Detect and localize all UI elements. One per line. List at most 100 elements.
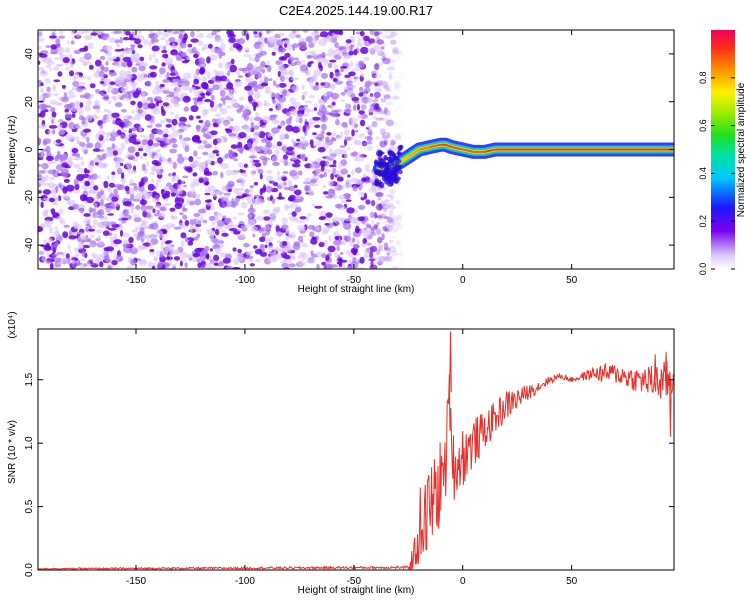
noise-speckle	[198, 178, 204, 184]
noise-speckle	[247, 95, 253, 102]
noise-speckle	[309, 231, 315, 237]
noise-speckle	[99, 55, 106, 61]
noise-speckle	[383, 242, 389, 250]
noise-speckle	[344, 152, 348, 160]
noise-speckle	[203, 171, 213, 176]
noise-speckle	[315, 169, 321, 174]
noise-speckle	[177, 153, 183, 158]
noise-speckle	[153, 255, 158, 262]
noise-speckle	[254, 248, 263, 255]
noise-speckle	[214, 212, 223, 217]
noise-speckle	[389, 209, 394, 216]
noise-speckle	[123, 30, 127, 35]
noise-speckle	[258, 227, 263, 233]
noise-speckle	[315, 251, 322, 258]
noise-speckle	[312, 116, 321, 121]
noise-speckle	[319, 115, 328, 123]
noise-speckle	[232, 247, 237, 252]
noise-speckle	[107, 146, 114, 151]
noise-speckle	[53, 257, 62, 263]
noise-speckle	[268, 108, 273, 112]
noise-speckle	[140, 72, 149, 80]
noise-speckle	[177, 189, 183, 195]
noise-speckle	[257, 122, 261, 126]
noise-speckle	[49, 197, 55, 203]
noise-speckle	[54, 234, 60, 238]
noise-speckle	[296, 113, 304, 118]
x-tick-label: -100	[235, 576, 255, 587]
noise-speckle	[111, 112, 120, 118]
noise-speckle	[364, 250, 369, 255]
noise-speckle	[204, 144, 212, 149]
noise-speckle	[389, 214, 398, 219]
noise-speckle	[206, 254, 210, 260]
noise-speckle	[47, 92, 53, 98]
noise-speckle	[124, 121, 129, 128]
noise-speckle	[53, 92, 59, 97]
noise-speckle	[291, 163, 301, 168]
noise-speckle	[387, 220, 394, 224]
noise-speckle	[372, 99, 379, 103]
noise-speckle	[284, 43, 288, 48]
noise-speckle	[249, 146, 256, 153]
noise-speckle	[182, 207, 188, 212]
noise-speckle	[193, 236, 198, 241]
noise-speckle	[122, 201, 132, 207]
noise-speckle	[71, 153, 79, 157]
noise-speckle	[197, 145, 206, 150]
noise-speckle	[305, 216, 309, 222]
noise-speckle	[325, 195, 334, 199]
noise-speckle	[278, 47, 286, 53]
noise-speckle	[102, 162, 107, 169]
noise-speckle	[396, 237, 401, 245]
noise-speckle	[316, 263, 320, 269]
noise-speckle	[79, 102, 84, 108]
ridge-onset-speckle	[390, 167, 396, 174]
noise-speckle	[397, 53, 404, 58]
noise-speckle	[322, 184, 327, 189]
noise-speckle-layer	[38, 30, 405, 269]
noise-speckle	[378, 203, 382, 210]
noise-speckle	[266, 65, 272, 73]
noise-speckle	[279, 182, 284, 187]
noise-speckle	[390, 226, 394, 231]
noise-speckle	[376, 232, 385, 236]
noise-speckle	[284, 52, 291, 58]
noise-speckle	[179, 94, 184, 99]
noise-speckle	[135, 151, 140, 157]
noise-speckle	[192, 134, 201, 142]
noise-speckle	[347, 64, 351, 69]
noise-speckle	[58, 208, 64, 215]
noise-speckle	[190, 38, 199, 43]
noise-speckle	[187, 43, 193, 48]
noise-speckle	[178, 32, 182, 39]
noise-speckle	[155, 230, 164, 237]
noise-speckle	[54, 241, 59, 247]
noise-speckle	[231, 198, 235, 205]
noise-speckle	[38, 176, 45, 179]
noise-speckle	[359, 62, 364, 66]
noise-speckle	[286, 146, 294, 152]
noise-speckle	[363, 173, 367, 178]
noise-speckle	[187, 240, 194, 246]
noise-speckle	[281, 217, 288, 225]
noise-speckle	[78, 156, 84, 160]
noise-speckle	[231, 103, 239, 108]
noise-speckle	[330, 132, 337, 137]
noise-speckle	[160, 235, 165, 239]
noise-speckle	[369, 232, 377, 236]
colorbar-tick-label: 0.0	[698, 263, 708, 276]
noise-speckle	[234, 132, 239, 137]
colorbar: 0.00.20.40.60.8 Normalized spectral ampl…	[698, 30, 747, 275]
noise-speckle	[45, 64, 51, 68]
noise-speckle	[351, 38, 355, 42]
noise-speckle	[148, 54, 153, 62]
noise-speckle	[342, 55, 351, 60]
noise-speckle	[244, 105, 250, 110]
noise-speckle	[393, 200, 400, 204]
noise-speckle	[195, 193, 201, 199]
noise-speckle	[132, 214, 139, 218]
noise-speckle	[396, 76, 403, 80]
noise-speckle	[361, 177, 367, 182]
noise-speckle	[285, 118, 292, 125]
